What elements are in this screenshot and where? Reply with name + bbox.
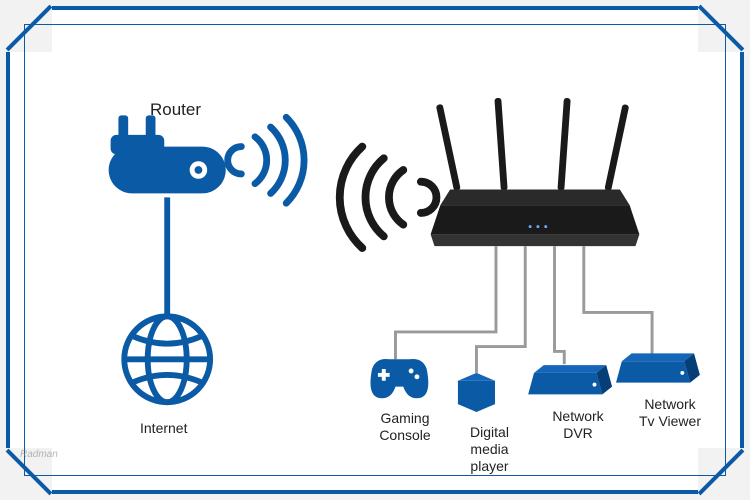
router-label: Router (150, 100, 201, 120)
watermark-text: Radman (20, 449, 58, 460)
dvr-icon (528, 365, 612, 394)
media-player-icon (458, 373, 495, 412)
decorative-frame: Router Internet GamingConsole Digitalmed… (6, 6, 744, 494)
globe-icon (124, 316, 210, 402)
ethernet-wires (395, 246, 652, 373)
digital-media-player-label: Digitalmediaplayer (462, 424, 517, 474)
gamepad-icon (370, 359, 428, 398)
wifi-signal-left-icon (228, 117, 304, 203)
tv-viewer-icon (616, 353, 700, 382)
wifi-signal-right-icon (340, 147, 437, 248)
internet-label: Internet (140, 420, 187, 437)
router-plug-icon (109, 115, 226, 193)
network-dvr-label: NetworkDVR (548, 408, 608, 442)
physical-router-icon (431, 98, 640, 246)
network-tv-viewer-label: NetworkTv Viewer (635, 396, 705, 430)
gaming-console-label: GamingConsole (375, 410, 435, 444)
